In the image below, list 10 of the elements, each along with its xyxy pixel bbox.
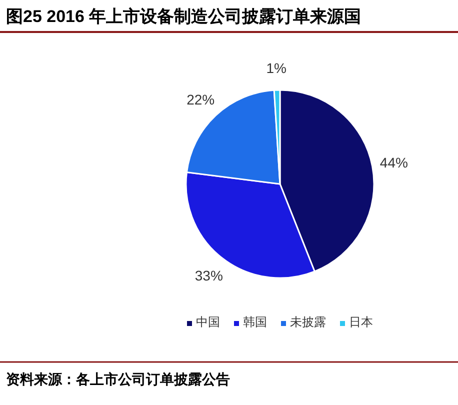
data-label: 33% [194, 268, 223, 284]
chart-title: 图25 2016 年上市设备制造公司披露订单来源国 [6, 7, 362, 26]
data-label: 22% [186, 91, 215, 108]
data-label: 1% [266, 60, 286, 76]
legend-label: 日本 [349, 315, 373, 329]
text: 资料来源：各上市公司订单披露公告 [6, 371, 230, 387]
legend-label: 韩国 [243, 315, 267, 329]
data-label: 44% [380, 154, 408, 170]
legend-label: 未披露 [290, 315, 326, 329]
legend-label: 中国 [196, 315, 220, 329]
